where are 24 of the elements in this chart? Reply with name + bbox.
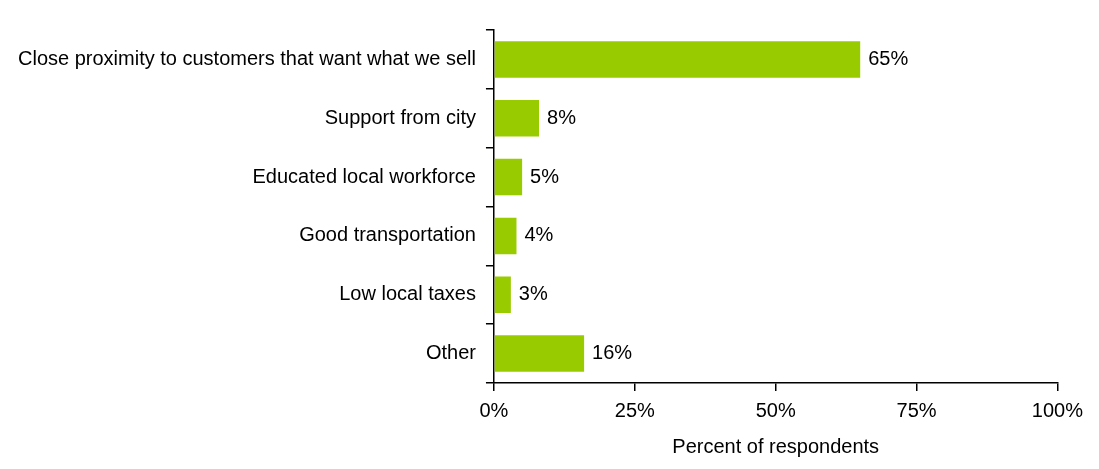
- bar: [494, 276, 511, 313]
- x-tick-label: 50%: [755, 398, 796, 421]
- x-tick-label: 0%: [479, 398, 509, 421]
- bar: [494, 217, 517, 255]
- y-tick-label: Support from city: [324, 105, 476, 128]
- bar: [494, 41, 861, 78]
- bar: [494, 158, 523, 196]
- y-tick-label: Other: [425, 341, 477, 364]
- data-label: 5%: [530, 164, 560, 187]
- y-tick-label: Low local taxes: [339, 282, 476, 305]
- x-axis-title: Percent of respondents: [672, 434, 880, 457]
- bar: [494, 100, 540, 137]
- data-label: 16%: [592, 341, 633, 364]
- data-label: 8%: [547, 105, 577, 128]
- y-tick-label: Close proximity to customers that want what we sell: [18, 46, 476, 69]
- x-tick-label: 100%: [1031, 398, 1084, 421]
- y-tick-label: Educated local workforce: [252, 164, 476, 187]
- data-label: 4%: [524, 223, 554, 246]
- y-tick-label: Good transportation: [299, 223, 476, 246]
- x-tick-label: 25%: [614, 398, 656, 421]
- x-tick-label: 75%: [896, 398, 937, 421]
- data-label: 65%: [868, 46, 909, 69]
- bar: [494, 335, 585, 372]
- data-label: 3%: [518, 282, 548, 305]
